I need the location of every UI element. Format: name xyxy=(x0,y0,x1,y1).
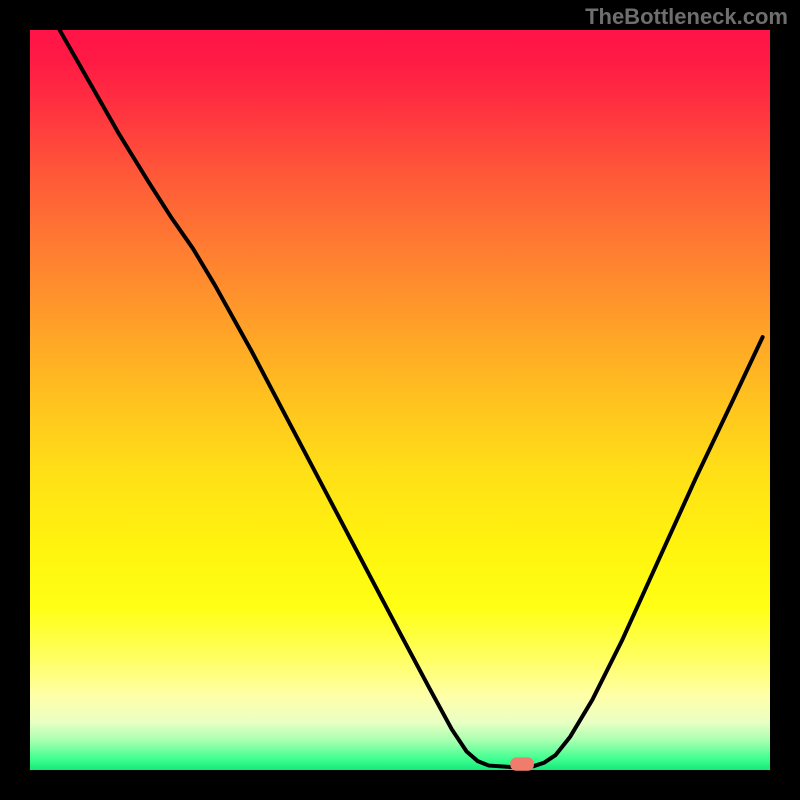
plot-background xyxy=(30,30,770,770)
bottleneck-chart xyxy=(0,0,800,800)
watermark-text: TheBottleneck.com xyxy=(585,4,788,30)
optimum-marker xyxy=(510,757,534,770)
